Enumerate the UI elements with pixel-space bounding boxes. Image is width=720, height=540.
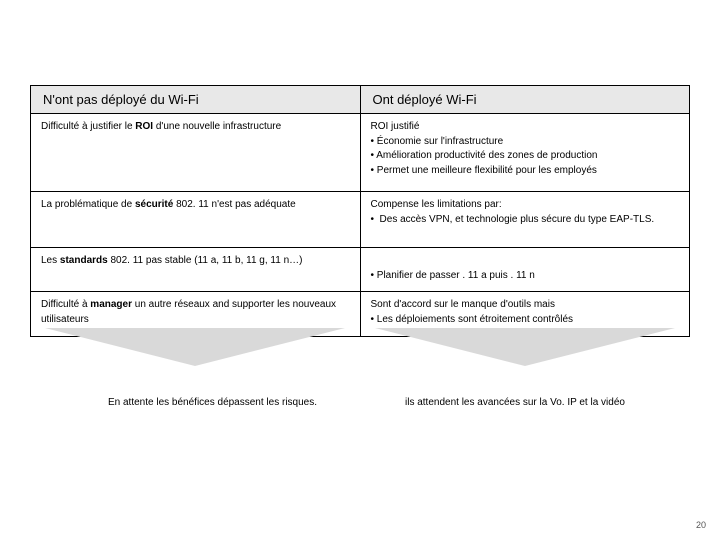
right-row-2: Compense les limitations par:• Des accès… (361, 192, 690, 248)
right-row-1: ROI justifié• Économie sur l'infrastruct… (361, 114, 690, 192)
comparison-table: N'ont pas déployé du Wi-Fi Difficulté à … (30, 85, 690, 337)
conclusion-row: En attente les bénéfices dépassent les r… (30, 390, 690, 416)
down-arrow-icon (375, 328, 675, 366)
page-number: 20 (696, 520, 706, 530)
arrow-row (30, 328, 690, 366)
left-header: N'ont pas déployé du Wi-Fi (31, 86, 360, 114)
down-arrow-icon (45, 328, 345, 366)
left-conclusion: En attente les bénéfices dépassent les r… (30, 390, 395, 416)
right-row-3: • Planifier de passer . 11 a puis . 11 n (361, 248, 690, 292)
left-row-3: Les standards 802. 11 pas stable (11 a, … (31, 248, 360, 292)
right-arrow-wrap (360, 328, 690, 366)
left-row-1: Difficulté à justifier le ROI d'une nouv… (31, 114, 360, 192)
left-arrow-wrap (30, 328, 360, 366)
right-header: Ont déployé Wi-Fi (361, 86, 690, 114)
right-conclusion: ils attendent les avancées sur la Vo. IP… (395, 390, 690, 416)
right-column: Ont déployé Wi-Fi ROI justifié• Économie… (361, 85, 691, 337)
left-column: N'ont pas déployé du Wi-Fi Difficulté à … (30, 85, 361, 337)
left-row-2: La problématique de sécurité 802. 11 n'e… (31, 192, 360, 248)
